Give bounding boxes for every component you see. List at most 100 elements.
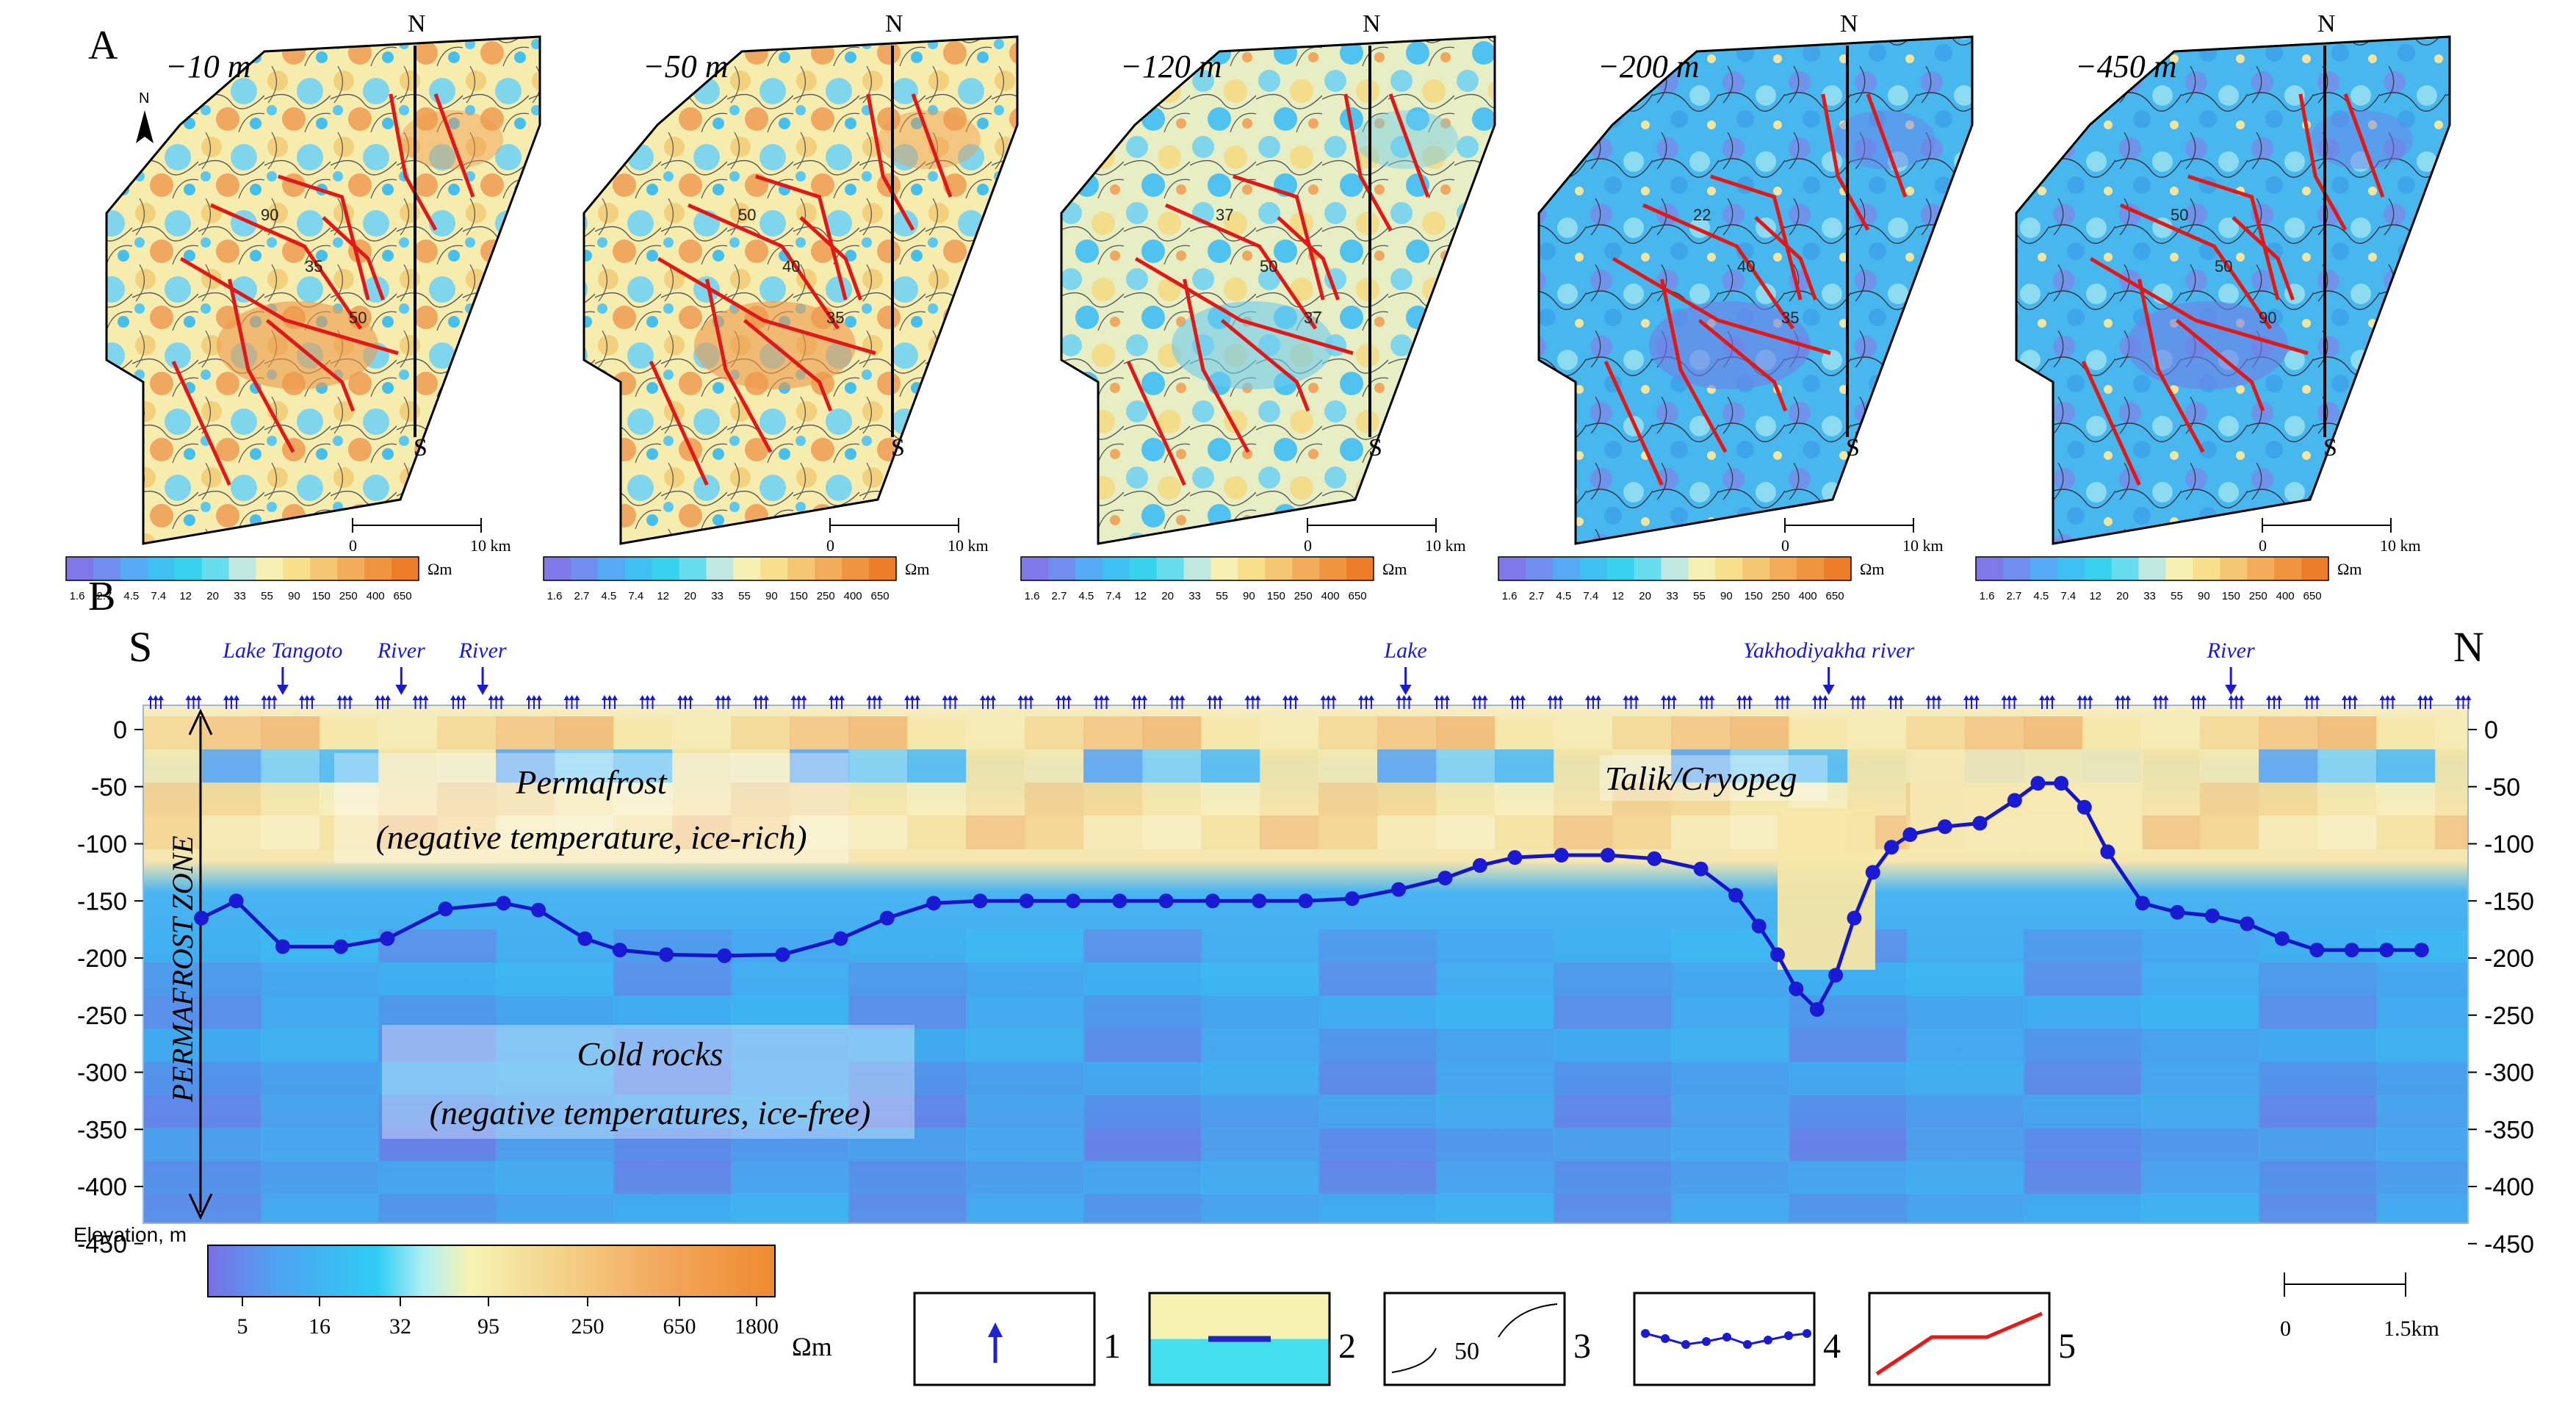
colorbar-tick: 2.7 [1051,590,1067,602]
y-tick-left: -150 [77,887,127,915]
colorbar-swatch [1606,557,1635,580]
colorbar-swatch [2030,557,2058,580]
scalebar-zero: 0 [1304,536,1312,555]
colorbar-tick: 150 [1745,590,1763,602]
boundary-point [1554,848,1569,863]
boundary-point [194,910,209,926]
map-depth-label: −450 m [2075,48,2176,84]
colorbar-tick: 150 [1267,590,1285,602]
boundary-point [2077,799,2092,815]
feature-label: Lake Tangoto [222,638,342,663]
arrow-down-icon [2225,667,2237,695]
surface-sounding-points [148,695,2472,709]
colorbar-tick: 16 [309,1314,331,1339]
legend-number: 3 [1573,1327,1591,1366]
colorbar-tick: 55 [738,590,751,602]
boundary-point [275,939,290,954]
boundary-point [2274,931,2290,946]
colorbar-tick: 250 [571,1314,605,1339]
y-tick-left: -400 [77,1173,127,1201]
boundary-point [2135,896,2150,911]
arrow-up-icon [261,695,278,709]
arrow-up-icon [2077,695,2093,709]
arrow-up-icon [988,1322,1003,1363]
boundary-point [1937,819,1952,835]
y-tick-right: 0 [2484,716,2498,744]
colorbar-swatch [760,557,788,580]
y-tick-right: -350 [2484,1116,2534,1144]
colorbar-tick: 12 [657,590,669,602]
feature-labels: Lake Tangoto River River Lake Yakhodiyakha r… [222,638,2255,695]
colorbar-tick: 32 [389,1314,411,1339]
colorbar-swatch [1824,557,1852,580]
boundary-point [1809,1001,1825,1017]
arrow-up-icon [2455,695,2472,709]
boundary-point [1472,858,1487,874]
boundary-point [333,939,349,954]
colorbar-tick: 55 [261,590,273,602]
arrow-up-icon [1207,695,1223,709]
boundary-point [1507,850,1523,865]
colorbar-tick: 1800 [735,1314,779,1339]
arrow-up-icon [677,695,693,709]
colorbar-swatch [1498,557,1526,580]
arrow-up-icon [1093,695,1110,709]
contour-label: 37 [1304,309,1321,327]
arrow-up-icon [1925,695,1942,709]
elevation-label: Elevation, m [73,1223,187,1246]
arrow-up-icon [1131,695,1147,709]
colorbar-tick: 4.5 [2033,590,2049,602]
colorbar-swatch [1319,557,1347,580]
arrow-down-icon [1822,667,1835,695]
arrow-up-icon [1812,695,1828,709]
arrow-up-icon [1434,695,1450,709]
scalebar-end: 10 km [948,536,989,555]
map-colorbar: 1.6 2.7 4.5 7.4 12 20 33 55 90 150 250 400 650 Ωm [1020,556,1407,602]
colorbar-tick: 12 [1612,590,1624,602]
colorbar-unit: Ωm [905,560,929,578]
colorbar-swatch [2111,557,2140,580]
feature-label: Yakhodiyakha river [1743,638,1914,663]
cold-rocks-title: Cold rocks [577,1035,724,1073]
arrow-up-icon [1585,695,1601,709]
map-colorbar: 1.6 2.7 4.5 7.4 12 20 33 55 90 150 250 400 650 Ωm [543,556,929,602]
boundary-point [1019,893,1034,909]
colorbar-tick: 4.5 [1556,590,1571,602]
depth-map-1: N S −10 m 90 35 50 0 10 km 1.6 2.7 4.5 7.4 12 20 33 55 9… [65,10,541,602]
colorbar-tick: 55 [2171,590,2183,602]
feature-label: River [2207,638,2255,663]
colorbar-swatch [1211,557,1238,580]
colorbar-swatch [2193,557,2220,580]
scalebar-zero: 0 [826,536,834,555]
colorbar-swatch [1129,557,1158,580]
colorbar-tick: 20 [684,590,696,602]
colorbar-swatch [1102,557,1130,580]
boundary-point [380,931,395,946]
colorbar-tick: 20 [2116,590,2129,602]
boundary-point [1344,891,1360,907]
colorbar-swatch [1579,557,1608,580]
colorbar-swatch [652,557,680,580]
colorbar-tick: 4.5 [1078,590,1094,602]
colorbar-tick: 1.6 [1980,590,1995,602]
colorbar-unit: Ωm [427,560,452,578]
colorbar-tick: 2.7 [2006,590,2021,602]
contour-label: 90 [261,206,278,224]
colorbar-unit: Ωm [1382,560,1407,578]
arrow-up-icon [2266,695,2282,709]
legend-item-3: 50 3 [1383,1292,1591,1386]
y-tick-left: -100 [77,831,127,859]
colorbar-tick: 2.7 [1529,590,1544,602]
colorbar-tick: 650 [663,1314,696,1339]
colorbar-swatch [842,557,870,580]
contour-line-icon [1391,1347,1437,1373]
colorbar-swatch [2165,557,2193,580]
y-tick-right: -250 [2484,1002,2534,1030]
colorbar-tick: 5 [237,1314,248,1339]
panel-a-label: A [88,23,118,68]
map-depth-label: −10 m [165,48,250,84]
boundary-point [2240,916,2255,932]
map-colorbar: 1.6 2.7 4.5 7.4 12 20 33 55 90 150 250 400 650 Ωm [65,556,452,602]
colorbar-tick: 650 [1349,590,1367,602]
boundary-point [1693,861,1709,876]
